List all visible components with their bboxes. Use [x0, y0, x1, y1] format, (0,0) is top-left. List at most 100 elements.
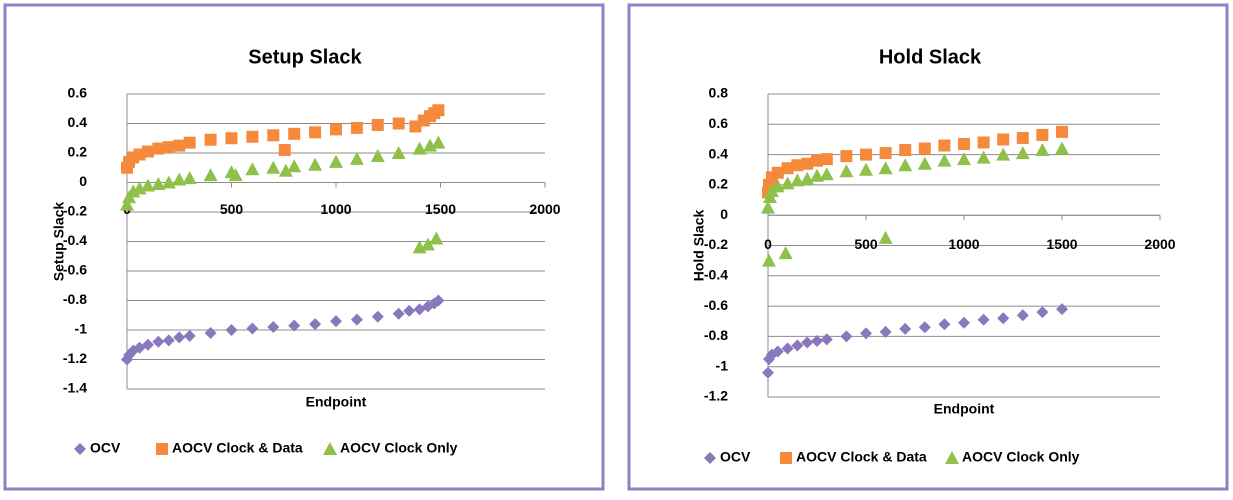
point [225, 324, 238, 336]
point [778, 246, 793, 260]
point [898, 158, 913, 172]
point [429, 231, 444, 245]
legend-label: AOCV Clock & Data [796, 449, 927, 465]
y-tick-label: -0.2 [704, 236, 728, 252]
point [879, 147, 892, 160]
point [977, 313, 990, 326]
point [141, 145, 154, 158]
point [771, 166, 784, 179]
point [267, 321, 280, 334]
point [161, 175, 176, 189]
point [152, 142, 165, 155]
point [781, 342, 794, 355]
point [958, 137, 970, 150]
point [308, 157, 323, 171]
x-axis-label: Endpoint [934, 401, 995, 417]
point [151, 176, 166, 190]
point [1016, 131, 1029, 144]
point [182, 171, 197, 185]
point [204, 326, 217, 339]
y-tick-label: -1 [716, 357, 729, 373]
point [859, 162, 873, 176]
point [141, 338, 154, 351]
point [820, 333, 833, 346]
point [1055, 141, 1069, 155]
legend-marker [945, 451, 959, 464]
y-tick-label: -1.2 [704, 388, 728, 404]
y-axis-label: Hold Slack [691, 210, 707, 282]
point [392, 117, 405, 130]
point [329, 154, 343, 168]
point [172, 172, 187, 186]
y-axis-label: Setup Slack [51, 202, 67, 282]
point [330, 315, 342, 328]
legend-marker [704, 452, 716, 464]
point [761, 253, 776, 267]
point [958, 316, 970, 329]
legend-marker [323, 442, 337, 455]
point [245, 162, 260, 176]
y-tick-label: 0 [79, 173, 87, 189]
point [152, 335, 165, 348]
point [228, 168, 243, 182]
legend-label: AOCV Clock Only [340, 440, 458, 456]
point [162, 334, 175, 347]
point [371, 118, 384, 131]
point [879, 325, 892, 338]
y-tick-label: -1.2 [63, 350, 87, 366]
point [860, 148, 872, 161]
point [403, 304, 416, 317]
y-tick-label: -0.2 [63, 203, 87, 219]
point [1056, 125, 1068, 138]
x-tick-label: 1500 [1046, 236, 1077, 252]
legend-marker [74, 443, 86, 455]
y-tick-label: -0.4 [704, 267, 728, 283]
point [1015, 146, 1030, 160]
point [997, 312, 1010, 325]
point [246, 130, 259, 143]
y-tick-label: 0.6 [709, 115, 729, 131]
point [1056, 303, 1068, 316]
y-tick-label: 0 [720, 206, 728, 222]
point [811, 154, 823, 167]
point [309, 318, 322, 331]
x-tick-label: 1000 [320, 201, 351, 217]
point [287, 159, 302, 173]
x-tick-label: 500 [854, 236, 878, 252]
x-tick-label: 2000 [529, 201, 560, 217]
point [819, 167, 834, 181]
legend-marker [156, 443, 168, 455]
point [127, 151, 140, 164]
point [860, 327, 872, 340]
x-axis-label: Endpoint [306, 394, 367, 410]
point [996, 147, 1011, 161]
point [431, 135, 446, 149]
legend-label: AOCV Clock Only [962, 449, 1080, 465]
point [266, 160, 281, 174]
point [412, 141, 427, 155]
point [761, 200, 775, 214]
point [878, 230, 893, 244]
panel [3, 3, 605, 491]
y-tick-label: 0.2 [709, 176, 729, 192]
y-tick-label: -0.8 [704, 327, 728, 343]
point [288, 127, 301, 140]
point [938, 139, 951, 152]
point [976, 150, 991, 164]
point [771, 345, 784, 358]
point [391, 146, 406, 159]
point [120, 197, 134, 211]
point [162, 141, 175, 154]
point [350, 313, 363, 326]
point [330, 123, 342, 136]
x-tick-label: 0 [764, 236, 772, 252]
x-tick-label: 500 [220, 201, 244, 217]
y-tick-label: -0.4 [63, 232, 87, 248]
legend-marker [780, 452, 792, 464]
point [899, 322, 912, 335]
point [370, 148, 385, 162]
point [173, 139, 186, 152]
y-tick-label: 0.4 [68, 114, 88, 130]
point [918, 142, 931, 155]
y-tick-label: -0.8 [63, 291, 87, 307]
